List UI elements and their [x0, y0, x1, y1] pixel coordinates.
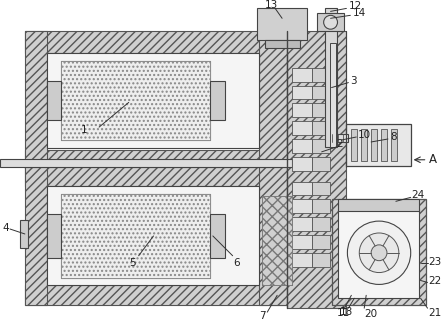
Bar [47, 53, 259, 148]
Bar [312, 199, 330, 213]
Bar [25, 31, 47, 168]
Bar [292, 181, 312, 195]
Bar [62, 194, 210, 277]
Bar [25, 150, 287, 168]
Bar [312, 86, 330, 99]
Text: 2: 2 [337, 139, 343, 149]
Text: 22: 22 [428, 276, 442, 286]
Text: 14: 14 [352, 8, 365, 18]
Text: 4: 4 [2, 223, 9, 233]
Bar [351, 129, 358, 161]
Bar [210, 214, 225, 258]
Text: 8: 8 [390, 132, 396, 142]
Circle shape [347, 221, 411, 284]
Bar [292, 253, 312, 267]
Text: 1: 1 [81, 125, 88, 135]
Bar [292, 199, 312, 213]
Bar [47, 214, 62, 258]
Bar [265, 40, 300, 48]
Bar [259, 167, 287, 305]
Text: 18: 18 [339, 307, 353, 317]
Bar [361, 129, 367, 161]
Bar [325, 8, 337, 147]
Bar [262, 196, 292, 285]
Bar [25, 167, 287, 187]
Bar [312, 139, 330, 153]
Bar [25, 285, 287, 305]
Bar [62, 194, 210, 277]
Bar [312, 68, 330, 82]
Bar [317, 13, 344, 31]
Text: 6: 6 [233, 258, 240, 268]
Text: 3: 3 [350, 75, 357, 86]
Bar [292, 68, 312, 82]
Bar [62, 61, 210, 140]
Bar [338, 199, 419, 211]
Text: 13: 13 [265, 0, 279, 10]
Text: 23: 23 [428, 257, 442, 267]
Text: A: A [428, 153, 436, 166]
Bar [312, 235, 330, 249]
Bar [292, 235, 312, 249]
Bar [330, 43, 335, 147]
Bar [312, 253, 330, 267]
Text: 10: 10 [358, 130, 371, 140]
Bar [292, 139, 312, 153]
Bar [210, 81, 225, 120]
Bar [292, 103, 312, 117]
Circle shape [371, 245, 387, 261]
Bar [312, 157, 330, 171]
Bar [381, 129, 387, 161]
Bar [47, 187, 259, 285]
Bar [312, 217, 330, 231]
Bar [312, 103, 330, 117]
Bar [262, 196, 292, 285]
Bar [47, 81, 62, 120]
Bar [312, 121, 330, 135]
Bar [25, 167, 47, 305]
Bar [346, 124, 411, 166]
Text: 21: 21 [428, 308, 442, 318]
Bar [338, 209, 419, 298]
Bar [292, 86, 312, 99]
Circle shape [359, 233, 399, 272]
Text: 5: 5 [129, 258, 136, 268]
Bar [292, 217, 312, 231]
Text: 7: 7 [259, 311, 266, 321]
Bar [0, 159, 292, 167]
Bar [62, 61, 210, 140]
Bar [331, 199, 426, 305]
Text: 20: 20 [364, 309, 377, 319]
Bar [287, 31, 346, 308]
Bar [292, 121, 312, 135]
Bar [257, 8, 307, 40]
Bar [261, 11, 303, 37]
Bar [25, 31, 287, 53]
Text: 12: 12 [348, 1, 361, 11]
Circle shape [324, 15, 338, 29]
Bar [391, 129, 397, 161]
Bar [312, 181, 330, 195]
Bar [20, 220, 28, 248]
Bar [292, 157, 312, 171]
Bar [371, 129, 377, 161]
Text: 11: 11 [337, 308, 350, 318]
Bar [326, 134, 348, 142]
Text: 24: 24 [412, 191, 425, 200]
Bar [259, 31, 287, 168]
